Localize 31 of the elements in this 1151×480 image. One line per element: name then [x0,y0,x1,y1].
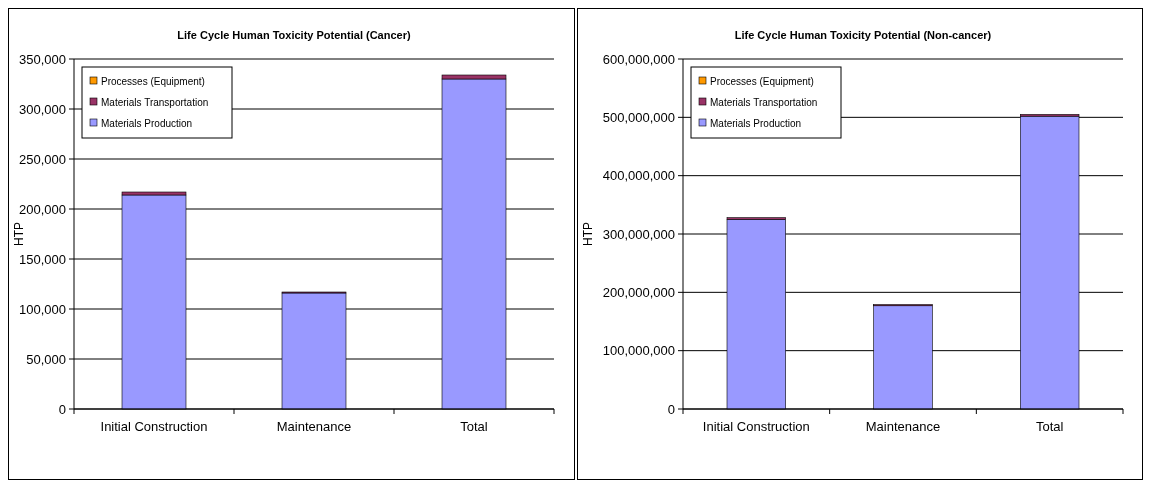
chart-title: Life Cycle Human Toxicity Potential (Non-cancer) [734,29,992,41]
y-tick-label: 0 [667,401,675,417]
chart-title: Life Cycle Human Toxicity Potential (Cancer) [177,29,411,41]
y-tick-label: 200,000 [19,201,66,217]
legend-label: Processes (Equipment) [101,75,205,87]
y-tick-label: 100,000,000 [602,343,675,359]
legend-label: Processes (Equipment) [709,75,814,87]
legend-label: Materials Production [709,117,801,129]
y-tick-label: 200,000,000 [602,284,675,300]
legend-label: Materials Production [101,117,193,129]
y-tick-label: 250,000 [19,151,66,167]
x-tick-label: Total [1035,419,1063,434]
y-tick-label: 350,000 [19,51,66,67]
y-axis-title: HTP [12,222,26,246]
legend-label: Materials Transportation [101,96,209,108]
x-tick-label: Maintenance [276,419,352,434]
x-tick-label: Initial Construction [100,419,208,434]
y-tick-label: 500,000,000 [602,109,675,125]
y-tick-label: 50,000 [26,351,66,367]
x-tick-label: Maintenance [865,419,940,434]
legend-label: Materials Transportation [709,96,817,108]
y-tick-label: 300,000,000 [602,226,675,242]
x-tick-label: Initial Construction [702,419,810,434]
y-tick-label: 300,000 [19,101,66,117]
y-axis-title: HTP [580,222,595,246]
y-tick-label: 150,000 [19,251,66,267]
y-tick-label: 400,000,000 [602,168,675,184]
y-tick-label: 100,000 [19,301,66,317]
x-tick-label: Total [460,419,488,434]
y-tick-label: 600,000,000 [602,51,675,67]
y-tick-label: 0 [58,401,66,417]
